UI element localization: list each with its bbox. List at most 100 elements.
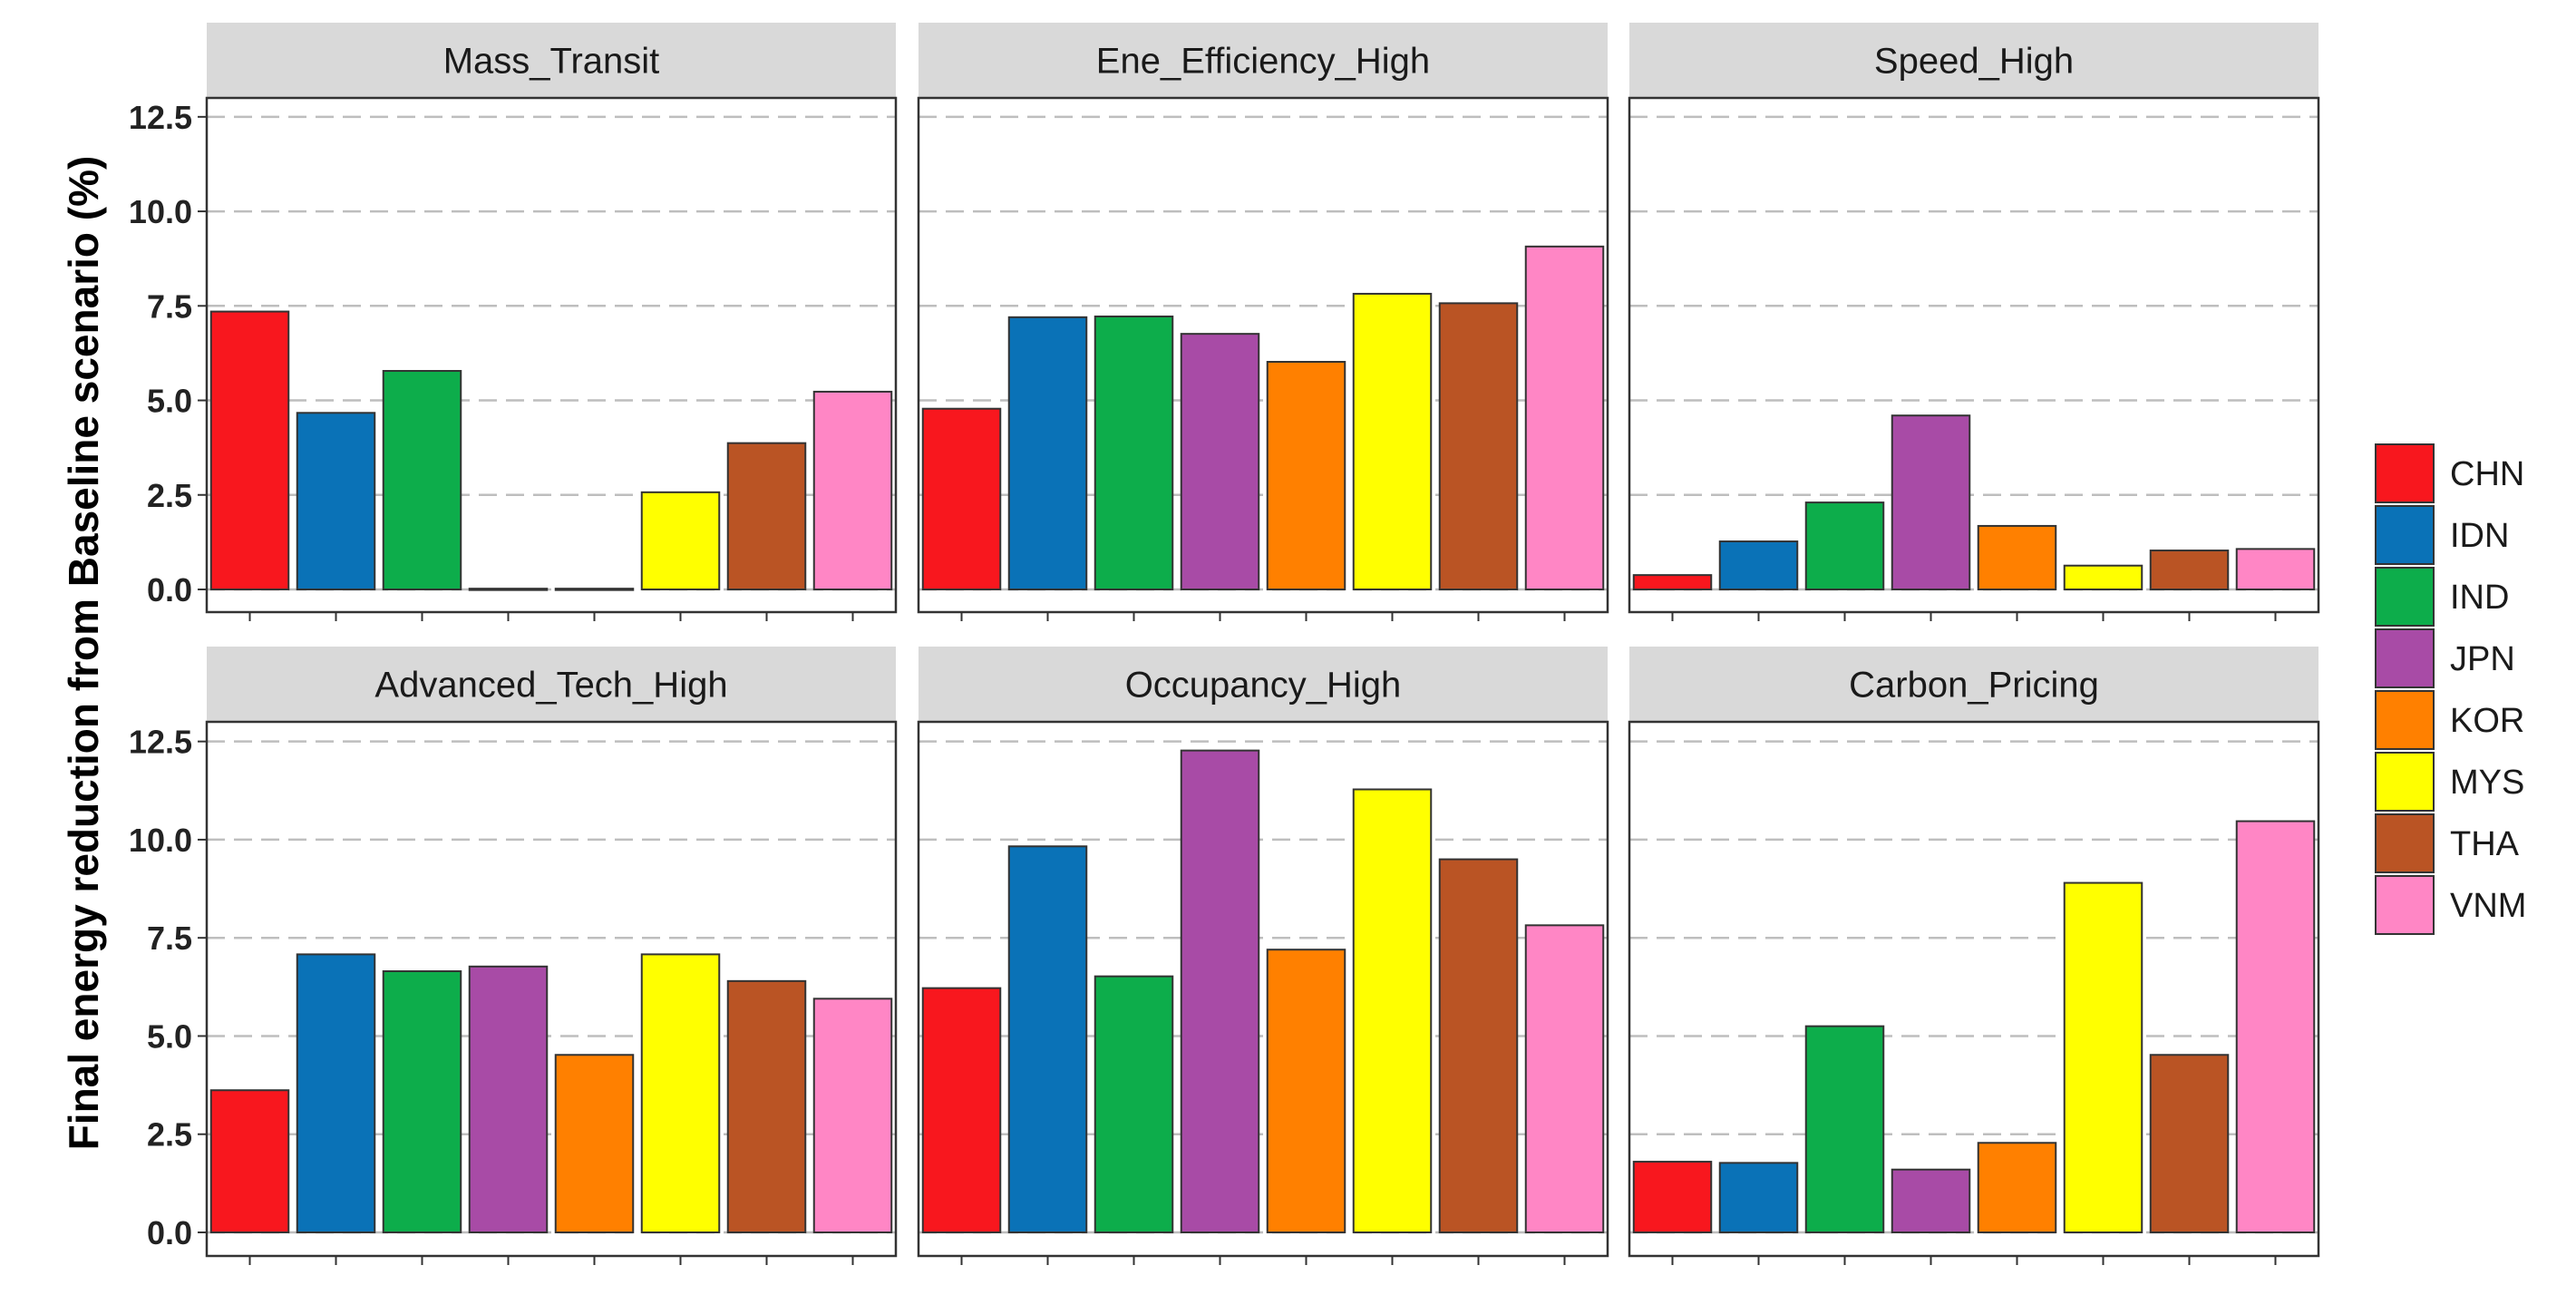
legend: CHN IDN IND JPN KOR MYS THA VNM	[2375, 443, 2526, 935]
bar	[209, 310, 290, 590]
bar	[1524, 924, 1605, 1234]
y-axis-title: Final energy reduction from Baseline sce…	[60, 156, 107, 1151]
bar	[2063, 564, 2143, 590]
panel-strip	[207, 23, 896, 98]
bar	[1007, 316, 1088, 590]
legend-item: THA	[2375, 813, 2520, 873]
bar	[2235, 820, 2316, 1234]
bar	[209, 1089, 290, 1234]
bar	[2063, 881, 2143, 1234]
bar	[1094, 315, 1174, 590]
panel-title: Advanced_Tech_High	[374, 666, 727, 706]
y-tick-label: 2.5	[147, 1116, 192, 1153]
bar	[296, 412, 376, 590]
bar	[726, 442, 807, 590]
bar	[1977, 1142, 2057, 1234]
panel-strip	[919, 647, 1608, 722]
bar	[2235, 548, 2316, 590]
panel-title: Ene_Efficiency_High	[1096, 42, 1430, 82]
bar	[1180, 333, 1260, 590]
legend-key	[2375, 628, 2435, 688]
bar	[468, 965, 549, 1234]
legend-label: IND	[2450, 579, 2509, 617]
panel-border	[1628, 720, 2320, 1258]
legend-item: IDN	[2375, 505, 2509, 565]
bar	[1352, 292, 1433, 590]
facet-panel: Speed_High	[1628, 23, 2320, 621]
legend-label: KOR	[2450, 702, 2524, 740]
legend-key	[2375, 813, 2435, 873]
legend-key	[2375, 505, 2435, 565]
bar	[1438, 858, 1519, 1234]
legend-label: VNM	[2450, 887, 2526, 925]
y-tick-label: 0.0	[147, 1214, 192, 1251]
panel-border	[205, 720, 898, 1258]
legend-label: MYS	[2450, 764, 2524, 802]
y-tick-label: 12.5	[129, 724, 192, 761]
legend-label: IDN	[2450, 517, 2509, 555]
bar	[1094, 975, 1174, 1234]
facet-panel: Mass_Transit 0.0 2.5 5.0 7.5 10.0 12.5	[129, 23, 898, 621]
facet-panel: Occupancy_High	[917, 647, 1609, 1265]
legend-key	[2375, 752, 2435, 812]
y-tick-label: 0.0	[147, 571, 192, 608]
panel-background	[1629, 98, 2318, 612]
bar	[2149, 550, 2230, 590]
legend-item: VNM	[2375, 875, 2526, 935]
y-tick-label: 7.5	[147, 920, 192, 957]
bar	[1180, 749, 1260, 1234]
bar	[726, 979, 807, 1234]
bar	[382, 370, 462, 590]
bar	[921, 407, 1002, 590]
panel-strip	[1629, 647, 2318, 722]
panel-border	[917, 96, 1609, 614]
facet-panels: Mass_Transit 0.0 2.5 5.0 7.5 10.0 12.5 Ene_Effi…	[129, 23, 2320, 1265]
panel-border	[205, 96, 898, 614]
y-tick-label: 10.0	[129, 193, 192, 230]
legend-item: KOR	[2375, 690, 2524, 750]
bar	[1632, 574, 1713, 590]
bar	[1266, 361, 1346, 590]
legend-item: IND	[2375, 567, 2509, 627]
panel-title: Carbon_Pricing	[1849, 666, 2099, 706]
bar	[296, 953, 376, 1234]
bar	[468, 588, 549, 591]
bar	[812, 998, 893, 1234]
facet-panel: Carbon_Pricing	[1628, 647, 2320, 1265]
facet-panel: Ene_Efficiency_High	[917, 23, 1609, 621]
y-tick-label: 10.0	[129, 822, 192, 859]
y-tick-label: 2.5	[147, 477, 192, 514]
bar	[1266, 949, 1346, 1234]
panel-border	[917, 720, 1609, 1258]
legend-item: JPN	[2375, 628, 2515, 688]
bar	[1524, 245, 1605, 590]
legend-key	[2375, 875, 2435, 935]
panel-strip	[919, 23, 1608, 98]
bar	[554, 1054, 635, 1234]
bar	[1891, 414, 1971, 590]
bar	[554, 588, 635, 591]
legend-key	[2375, 443, 2435, 503]
facet-panel: Advanced_Tech_High 0.0 2.5 5.0 7.5 10.0 12.5	[129, 647, 898, 1265]
legend-label: THA	[2450, 825, 2520, 863]
bar	[1632, 1161, 1713, 1234]
bar	[1718, 1162, 1799, 1234]
bar	[921, 987, 1002, 1234]
legend-item: MYS	[2375, 752, 2524, 812]
bar	[1804, 1025, 1885, 1234]
panel-title: Speed_High	[1874, 42, 2074, 82]
bar	[640, 491, 721, 590]
bar	[812, 390, 893, 590]
panel-strip	[1629, 23, 2318, 98]
bar	[1718, 540, 1799, 590]
y-tick-label: 7.5	[147, 287, 192, 325]
y-tick-label: 5.0	[147, 383, 192, 420]
bar	[382, 970, 462, 1234]
legend-item: CHN	[2375, 443, 2524, 503]
panel-border	[1628, 96, 2320, 614]
y-tick-label: 12.5	[129, 99, 192, 136]
bar	[1438, 302, 1519, 590]
legend-label: CHN	[2450, 455, 2524, 493]
bar	[2149, 1054, 2230, 1234]
